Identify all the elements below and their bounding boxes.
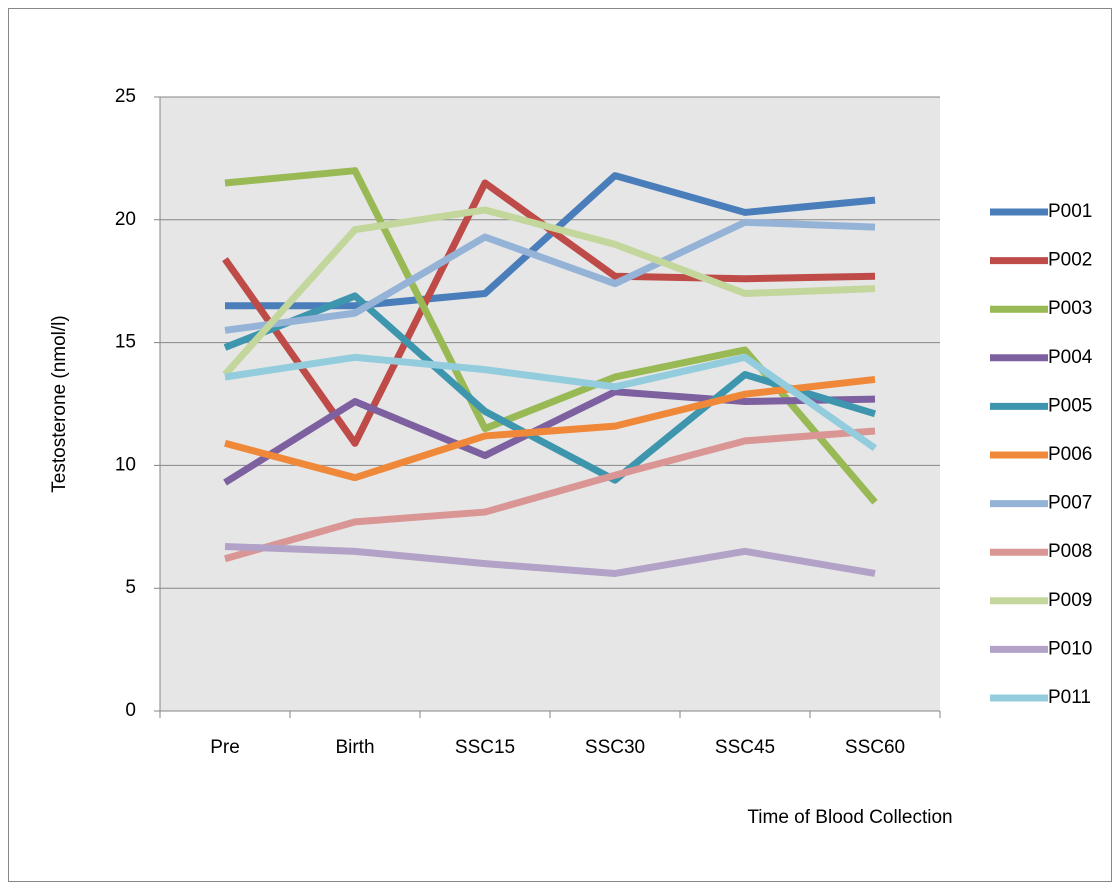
- y-tick-label: 25: [115, 86, 136, 107]
- legend-label: P009: [1048, 590, 1092, 611]
- x-tick-label: SSC60: [845, 737, 905, 758]
- legend-label: P004: [1048, 347, 1093, 368]
- series-line: [224, 353, 878, 452]
- legend-label: P005: [1048, 395, 1092, 416]
- series-line: [224, 542, 876, 577]
- x-tick-label: Birth: [335, 737, 374, 758]
- legend-label: P001: [1048, 201, 1092, 222]
- y-tick-label: 5: [125, 577, 136, 598]
- series-line: [224, 218, 876, 334]
- y-tick-label: 0: [125, 700, 136, 721]
- series-line: [224, 427, 876, 563]
- legend-label: P006: [1048, 444, 1092, 465]
- series-line: [224, 375, 876, 482]
- series-line: [223, 388, 876, 486]
- x-tick-label: Pre: [210, 737, 240, 758]
- legend-label: P011: [1048, 687, 1091, 708]
- x-tick-label: SSC15: [455, 737, 515, 758]
- legend-label: P010: [1048, 638, 1092, 659]
- series-line: [223, 292, 877, 484]
- legend-label: P002: [1048, 250, 1092, 271]
- y-tick-label: 20: [115, 209, 136, 230]
- series-line: [222, 206, 876, 377]
- y-tick-label: 10: [115, 454, 136, 475]
- x-axis-title: Time of Blood Collection: [747, 807, 952, 828]
- x-tick-label: SSC45: [715, 737, 775, 758]
- x-tick-label: SSC30: [585, 737, 645, 758]
- y-axis-title: Testosterone (nmol/l): [49, 315, 70, 492]
- legend-label: P007: [1048, 493, 1092, 514]
- legend-label: P008: [1048, 541, 1092, 562]
- y-tick-label: 15: [115, 332, 136, 353]
- legend-label: P003: [1048, 298, 1092, 319]
